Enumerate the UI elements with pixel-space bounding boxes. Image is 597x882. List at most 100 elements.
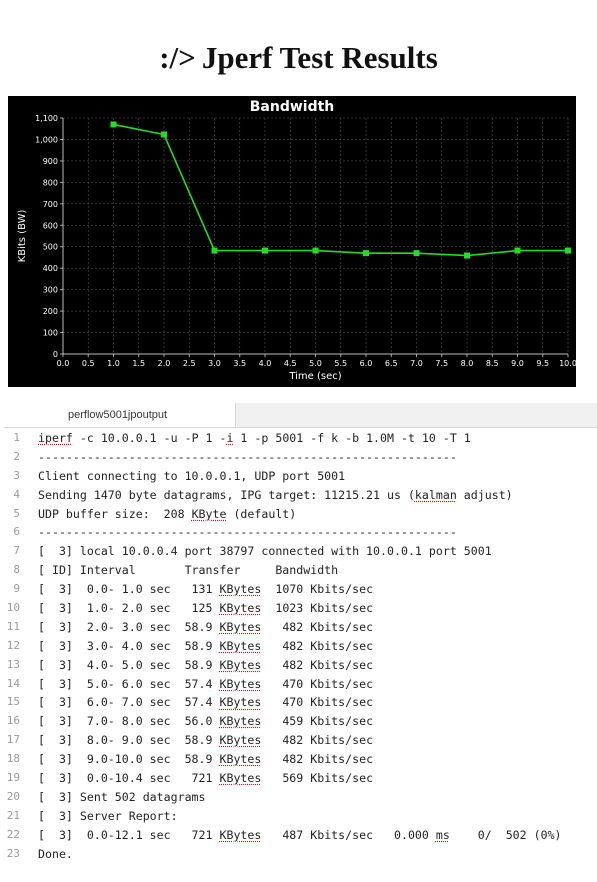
y-tick-label: 1,100 [35,114,58,123]
text-segment: Done. [38,846,73,861]
code-line: 10 [ 3] 1.0- 2.0 sec 125 KBytes 1023 Kbit… [0,599,597,618]
text-segment: [ 3] local 10.0.0.4 port 38797 connected… [38,544,492,559]
text-segment: [ 3] 1.0- 2.0 sec 125 [38,601,220,616]
line-text: ----------------------------------------… [38,523,457,542]
chart-svg: Bandwidth 0 100 200 300 400 500 600 700 800 900 1,0… [17,99,576,382]
text-segment: ----------------------------------------… [38,449,457,464]
code-line: 21 [ 3] Server Report: [0,807,597,826]
text-segment: -c 10.0.0.1 -u -P 1 - [72,431,227,445]
code-line: 23 Done. [0,845,597,864]
text-segment: 1 -p 5001 -f k -b 1.0M -t 10 -T 1 [233,431,471,445]
tab-output-file[interactable]: perflow5001jpoutput [4,403,236,427]
data-point [110,121,117,128]
code-line: 20 [ 3] Sent 502 datagrams [0,788,597,807]
code-line: 14 [ 3] 5.0- 6.0 sec 57.4 KBytes 470 Kbit… [0,675,597,694]
text-segment: 470 Kbits/sec [261,695,374,710]
page-title: :/> Jperf Test Results [0,38,597,78]
y-axis-label: KBits (BW) [17,210,28,263]
code-line: 3 Client connecting to 10.0.0.1, UDP port… [0,467,597,486]
line-text: [ 3] 7.0- 8.0 sec 56.0 KBytes 459 Kbits/… [38,712,373,731]
y-tick-label: 200 [43,307,58,316]
line-number: 13 [6,657,20,671]
y-tick-label: 1,000 [35,135,58,144]
data-point [161,131,167,138]
code-line: 4 Sending 1470 byte datagrams, IPG target… [0,486,597,505]
code-line: 7 [ 3] local 10.0.0.4 port 38797 connecte… [0,542,597,561]
line-number: 3 [13,468,20,482]
line-text: UDP buffer size: 208 KByte (default) [38,505,296,524]
x-axis-label: Time (sec) [288,371,341,382]
data-point [413,250,420,257]
line-text: [ 3] 2.0- 3.0 sec 58.9 KBytes 482 Kbits/… [38,618,373,637]
line-text: [ 3] local 10.0.0.4 port 38797 connected… [38,542,492,561]
code-line: 15 [ 3] 6.0- 7.0 sec 57.4 KBytes 470 Kbit… [0,693,597,712]
text-segment: [ ID] Interval Transfer Bandwidth [38,563,339,578]
line-text: [ 3] 6.0- 7.0 sec 57.4 KBytes 470 Kbits/… [38,693,373,712]
line-number: 8 [13,563,20,577]
x-tick-label: 4.5 [284,359,297,368]
code-line: 22 [ 3] 0.0-12.1 sec 721 KBytes 487 Kbits… [0,826,597,845]
line-text: [ 3] 4.0- 5.0 sec 58.9 KBytes 482 Kbits/… [38,656,373,675]
code-line: 6 ---------------------------------------… [0,523,597,542]
x-tick-label: 0.5 [82,359,95,368]
line-text: Done. [38,845,73,864]
x-tick-label: 1.0 [107,359,120,368]
text-segment: UDP buffer size: 208 [38,506,192,521]
text-segment: 470 Kbits/sec [261,676,374,691]
x-tick-label: 5.5 [334,359,347,368]
spellcheck-word: KBytes [219,619,262,634]
line-text: [ 3] 3.0- 4.0 sec 58.9 KBytes 482 Kbits/… [38,637,373,656]
title-prefix: :/> [159,40,196,75]
x-tick-label: 3.5 [233,359,246,368]
line-text: Sending 1470 byte datagrams, IPG target:… [38,486,513,505]
text-segment: 482 Kbits/sec [261,619,374,634]
text-segment: [ 3] 2.0- 3.0 sec 58.9 [38,619,220,634]
line-number: 18 [6,752,20,766]
x-tick-label: 1.5 [132,359,145,368]
chart-title: Bandwidth [250,99,335,115]
spellcheck-word: ms [435,827,450,842]
code-line: 9 [ 3] 0.0- 1.0 sec 131 KBytes 1070 Kbits… [0,580,597,599]
line-text: [ 3] 8.0- 9.0 sec 58.9 KBytes 482 Kbits/… [38,731,373,750]
line-number: 10 [6,601,20,615]
y-tick-label: 500 [43,243,58,252]
spellcheck-word: KBytes [219,827,262,842]
spellcheck-word: KBytes [219,638,262,653]
code-area[interactable]: 1 iperf -c 10.0.0.1 -u -P 1 -i 1 -p 5001 … [0,429,597,863]
line-text: [ 3] 0.0-10.4 sec 721 KBytes 569 Kbits/s… [38,769,373,788]
line-text: Client connecting to 10.0.0.1, UDP port … [38,467,345,486]
line-number: 15 [6,695,20,709]
code-line: 1 iperf -c 10.0.0.1 -u -P 1 -i 1 -p 5001 … [0,429,597,448]
x-tick-label: 2.5 [183,359,196,368]
y-tick-label: 100 [43,329,58,338]
line-number: 5 [13,506,20,520]
code-line: 8 [ ID] Interval Transfer Bandwidth [0,561,597,580]
code-line: 2 ---------------------------------------… [0,448,597,467]
x-tick-label: 5.0 [309,359,322,368]
text-segment: 482 Kbits/sec [261,733,374,748]
code-line: 12 [ 3] 3.0- 4.0 sec 58.9 KBytes 482 Kbit… [0,637,597,656]
y-tick-label: 0 [53,350,58,359]
x-tick-label: 7.5 [435,359,448,368]
text-segment: [ 3] 0.0- 1.0 sec 131 [38,582,220,597]
text-segment: Client connecting to 10.0.0.1, UDP port … [38,468,346,483]
text-segment: [ 3] 0.0-12.1 sec 721 [38,827,220,842]
spellcheck-word: iperf [38,431,73,445]
y-tick-label: 900 [43,157,58,166]
code-line: 17 [ 3] 8.0- 9.0 sec 58.9 KBytes 482 Kbit… [0,731,597,750]
line-text: iperf -c 10.0.0.1 -u -P 1 -i 1 -p 5001 -… [38,429,471,448]
text-segment: [ 3] 4.0- 5.0 sec 58.9 [38,657,220,672]
spellcheck-word: KBytes [219,657,262,672]
text-segment: (default) [226,506,297,521]
line-text: [ 3] 0.0-12.1 sec 721 KBytes 487 Kbits/s… [38,826,562,845]
spellcheck-word: KBytes [219,733,262,748]
text-segment: [ 3] 3.0- 4.0 sec 58.9 [38,638,220,653]
x-tick-label: 0.0 [57,359,70,368]
text-segment: 1023 Kbits/sec [261,601,374,616]
code-line: 18 [ 3] 9.0-10.0 sec 58.9 KBytes 482 Kbit… [0,750,597,769]
line-text: [ 3] Sent 502 datagrams [38,788,206,807]
x-tick-label: 3.0 [208,359,221,368]
line-number: 21 [6,808,20,822]
output-editor: perflow5001jpoutput 1 iperf -c 10.0.0.1 -… [0,403,597,882]
y-tick-label: 600 [43,221,58,230]
